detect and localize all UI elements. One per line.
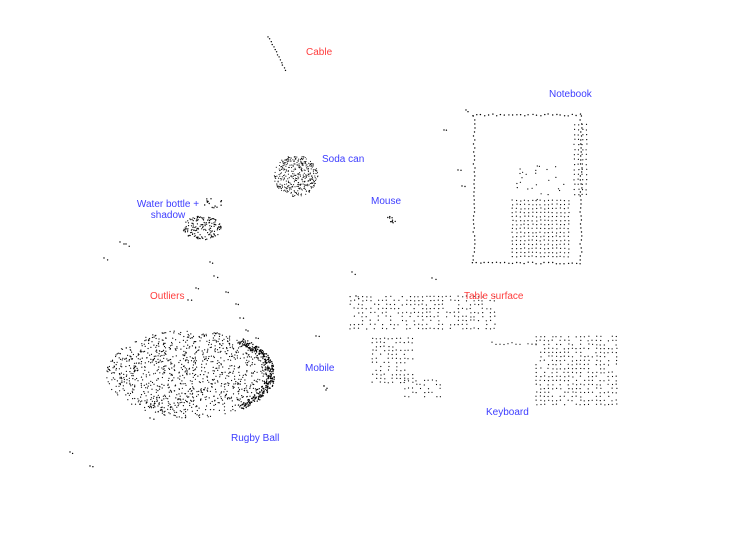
keyboard-points — [371, 335, 618, 406]
keyboard-label: Keyboard — [486, 407, 529, 418]
table-surface-points — [349, 295, 496, 330]
mouse-label: Mouse — [371, 196, 402, 207]
outliers-label: Outliers — [150, 291, 185, 302]
notebook-points — [471, 113, 588, 265]
water-bottle-label-line1: Water bottle + — [136, 199, 200, 210]
water-bottle-points — [182, 198, 223, 241]
mouse-points — [387, 215, 396, 224]
mobile-label: Mobile — [305, 363, 335, 374]
rugby-ball-label: Rugby Ball — [231, 433, 280, 444]
outlier-points — [69, 109, 469, 468]
cable-points — [267, 36, 287, 72]
rugby-ball-points — [106, 330, 275, 419]
soda-can-points — [273, 155, 319, 198]
table-surface-label: Table surface — [464, 291, 524, 302]
notebook-label: Notebook — [549, 89, 592, 100]
mobile-points — [323, 385, 327, 391]
water-bottle-label: Water bottle + shadow — [134, 199, 202, 221]
soda-can-label: Soda can — [322, 154, 365, 165]
point-cloud-points — [69, 36, 618, 468]
water-bottle-label-line2: shadow — [150, 210, 186, 221]
cable-label: Cable — [306, 47, 333, 58]
